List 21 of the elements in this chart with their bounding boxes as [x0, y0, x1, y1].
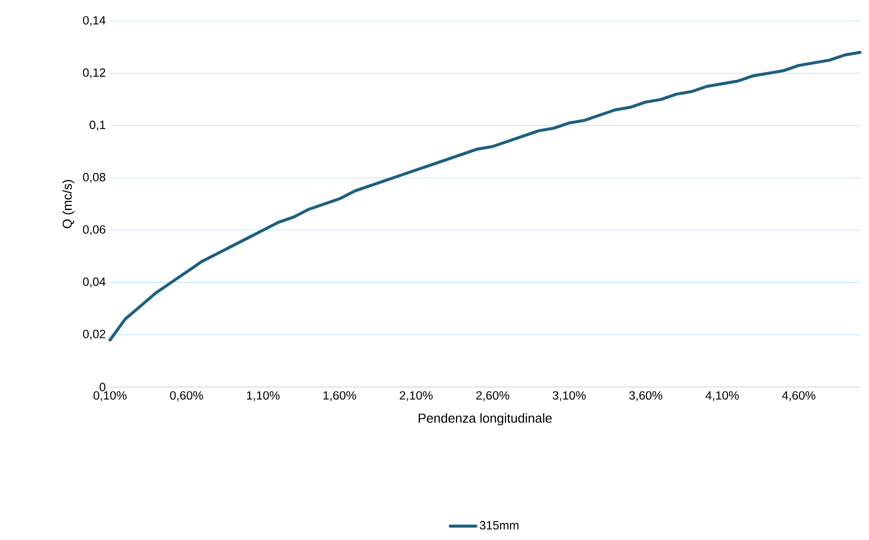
y-tick-label: 0,04	[83, 277, 106, 288]
y-tick-label: 0,06	[83, 225, 106, 236]
x-axis-title: Pendenza longitudinale	[418, 413, 552, 426]
x-tick-label: 3,10%	[552, 391, 586, 402]
y-axis-title: Q (mc/s)	[62, 180, 74, 228]
y-tick-label: 0,14	[83, 16, 106, 26]
legend-label: 315mm	[480, 521, 518, 530]
x-tick-label: 2,10%	[400, 391, 433, 402]
x-tick-label: 4,60%	[782, 391, 816, 402]
y-tick-label: 0,08	[83, 172, 106, 183]
x-tick-label: 4,10%	[706, 391, 739, 402]
x-tick-label: 1,10%	[247, 391, 280, 402]
y-tick-label: 0,1	[90, 120, 106, 131]
x-tick-label: 2,60%	[476, 391, 510, 402]
y-tick-label: 0,12	[83, 68, 106, 78]
x-tick-label: 1,60%	[324, 391, 356, 402]
y-tick-label: 0,02	[83, 330, 106, 340]
y-tick-label: 0	[100, 382, 106, 392]
x-tick-label: 0,10%	[94, 391, 127, 402]
x-tick-label: 3,60%	[629, 391, 662, 402]
x-tick-label: 0,60%	[170, 391, 204, 402]
